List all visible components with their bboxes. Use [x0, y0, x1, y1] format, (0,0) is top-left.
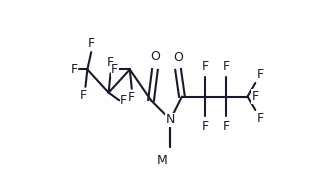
Text: F: F: [223, 120, 230, 133]
Text: F: F: [257, 68, 264, 81]
Text: F: F: [88, 37, 95, 50]
Text: F: F: [80, 89, 87, 102]
Text: F: F: [111, 63, 118, 76]
Text: M: M: [157, 154, 167, 167]
Text: F: F: [223, 60, 230, 73]
Text: F: F: [201, 120, 209, 133]
Text: N: N: [166, 113, 175, 126]
Text: O: O: [150, 50, 160, 63]
Text: O: O: [173, 51, 183, 64]
Text: F: F: [251, 90, 258, 103]
Text: F: F: [71, 63, 78, 76]
Text: F: F: [128, 91, 135, 104]
Text: F: F: [107, 57, 114, 69]
Text: F: F: [201, 60, 209, 73]
Text: F: F: [120, 94, 127, 107]
Text: F: F: [257, 112, 264, 125]
